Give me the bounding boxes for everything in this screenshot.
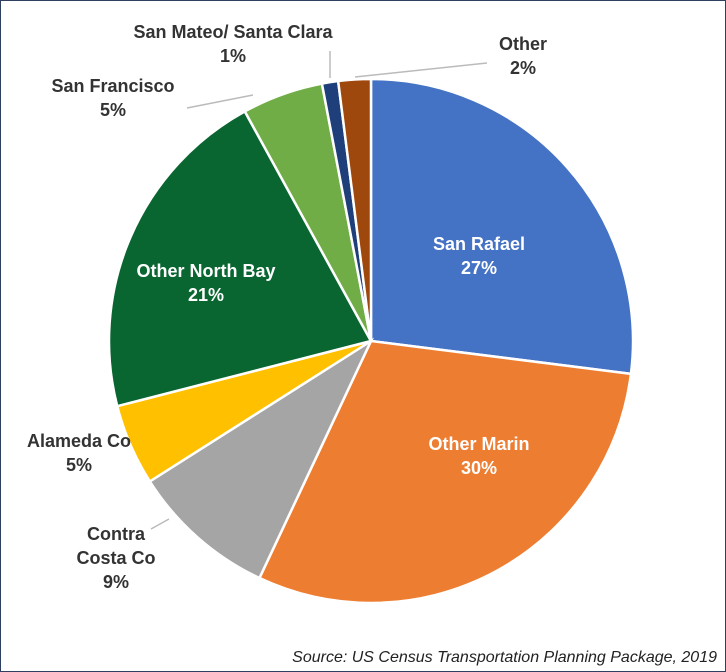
category-label: Other Marin: [428, 434, 530, 454]
category-label: San Mateo/ Santa Clara: [133, 22, 333, 42]
leader-line: [354, 62, 488, 78]
leader-line: [150, 518, 170, 530]
slice-label: San Rafael 27%: [399, 232, 559, 280]
source-note: Source: US Census Transportation Plannin…: [292, 649, 717, 666]
pie-slice: [336, 77, 373, 342]
slice-label: Contra Costa Co 9%: [69, 522, 164, 594]
category-label: Other: [498, 34, 547, 54]
slice-label: Other North Bay 21%: [116, 259, 296, 307]
value-label: 30%: [460, 458, 498, 478]
value-label: 5%: [99, 100, 126, 120]
category-label: Contra Costa Co: [76, 524, 156, 568]
category-label: Alameda Co: [26, 431, 132, 451]
pie-slice: [369, 77, 635, 376]
slice-label: San Mateo/ Santa Clara 1%: [103, 20, 363, 68]
leader-line: [186, 94, 254, 109]
slice-label: Other Marin 30%: [399, 432, 559, 480]
slice-label: San Francisco 5%: [28, 74, 198, 122]
value-label: 9%: [102, 572, 129, 592]
category-label: Other North Bay: [136, 261, 276, 281]
value-label: 21%: [187, 285, 225, 305]
pie-slice: [107, 109, 373, 408]
value-label: 1%: [219, 46, 246, 66]
value-label: 5%: [65, 455, 92, 475]
slice-label: Alameda Co 5%: [9, 429, 149, 477]
value-label: 2%: [509, 58, 536, 78]
category-label: San Rafael: [432, 234, 526, 254]
pie-slice: [148, 337, 374, 580]
slice-label: Other 2%: [483, 32, 563, 80]
category-label: San Francisco: [51, 76, 175, 96]
pie-slice: [257, 339, 633, 605]
value-label: 27%: [460, 258, 498, 278]
